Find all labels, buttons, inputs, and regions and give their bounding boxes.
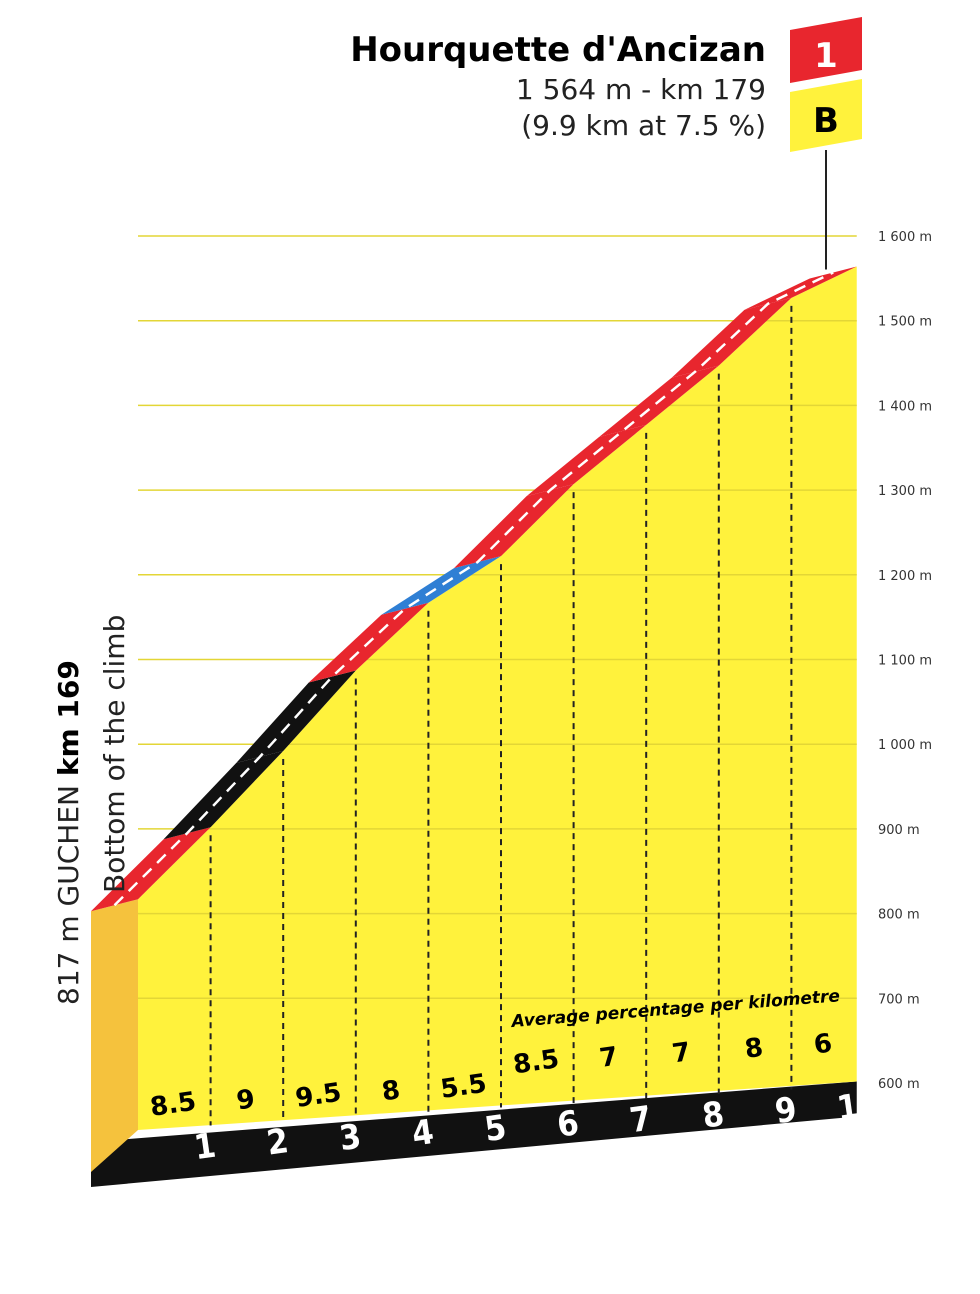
start-label: 817 m GUCHEN km 169	[52, 660, 85, 1005]
grade-label: 9.5	[293, 1078, 343, 1114]
grade-label: 9	[235, 1084, 257, 1116]
grade-label: 8.5	[148, 1087, 198, 1123]
start-subtitle: Bottom of the climb	[98, 614, 131, 893]
grade-label: 8	[743, 1033, 765, 1065]
bonus-badge	[790, 79, 862, 152]
y-tick-label: 600 m	[878, 1077, 920, 1092]
segment-band	[454, 484, 574, 569]
start-km: km 169	[52, 660, 85, 777]
y-tick-label: 1 300 m	[878, 484, 932, 499]
start-block	[91, 899, 138, 1172]
y-tick-label: 700 m	[878, 992, 920, 1007]
segment-band	[381, 556, 501, 615]
segment-band	[163, 750, 284, 840]
bonus-label: B	[813, 101, 839, 141]
y-tick-label: 1 600 m	[878, 230, 932, 245]
y-tick-label: 1 100 m	[878, 654, 932, 669]
km-label: 1	[192, 1126, 219, 1169]
y-axis-labels: 600 m 700 m 800 m 900 m 1 000 m 1 100 m 1 200 …	[878, 230, 932, 1092]
grade-labels: 8.5 9 9.5 8 5.5 8.5 7 7 8 6	[148, 1028, 834, 1122]
road-centerline	[113, 271, 834, 907]
summit-name: Hourquette d'Ancizan	[350, 30, 766, 70]
km-label: 10	[835, 1084, 883, 1130]
grade-label: 7	[670, 1037, 692, 1069]
grade-label: 8.5	[511, 1044, 561, 1080]
summit-elevation-km: 1 564 m - km 179	[515, 73, 766, 106]
km-labels: 1 2 3 4 5 6 7 8 9 10	[192, 1084, 883, 1169]
y-tick-label: 1 500 m	[878, 315, 932, 330]
grade-label: 6	[812, 1028, 834, 1060]
category-label: 1	[814, 36, 838, 76]
y-tick-label: 1 400 m	[878, 399, 932, 414]
base-strip	[91, 1081, 857, 1187]
km-dividers	[209, 305, 793, 1126]
y-tick-label: 1 000 m	[878, 738, 932, 753]
start-prefix: 817 m GUCHEN	[52, 776, 85, 1005]
y-tick-label: 800 m	[878, 908, 920, 923]
summit-length-grade: (9.9 km at 7.5 %)	[521, 109, 766, 142]
y-tick-label: 1 200 m	[878, 569, 932, 584]
grade-label: 8	[380, 1075, 402, 1107]
y-tick-label: 900 m	[878, 823, 920, 838]
category-badge	[790, 17, 862, 83]
summit-info: 1 564 m - km 179 (9.9 km at 7.5 %)	[516, 72, 766, 144]
grade-label: 7	[598, 1042, 620, 1074]
grade-label: 5.5	[439, 1069, 489, 1105]
